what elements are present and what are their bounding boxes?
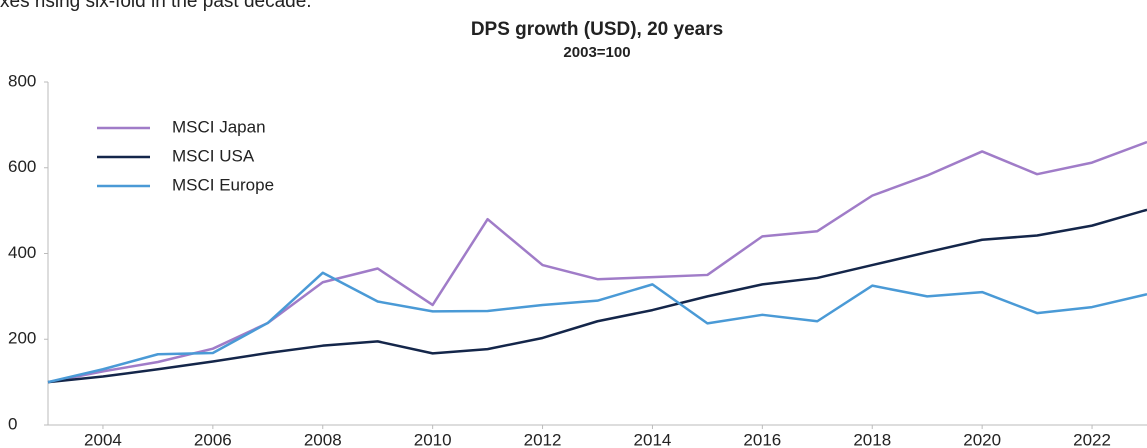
- x-tick-label: 2020: [963, 430, 1001, 448]
- y-tick-label: 200: [8, 329, 36, 348]
- y-tick-label: 0: [8, 414, 17, 433]
- series-line: [47, 271, 1147, 384]
- x-tick-label: 2010: [414, 430, 452, 448]
- series-line: [47, 208, 1147, 384]
- legend-label: MSCI USA: [172, 146, 255, 165]
- legend-label: MSCI Europe: [172, 175, 274, 194]
- chart-title: DPS growth (USD), 20 years: [471, 19, 723, 40]
- y-tick-label: 400: [8, 243, 36, 262]
- series-line: [47, 140, 1147, 384]
- x-tick-label: 2004: [84, 430, 122, 448]
- chart-subtitle: 2003=100: [563, 44, 630, 61]
- y-tick-label: 800: [8, 71, 36, 90]
- lead-text: xes rising six-fold in the past decade.: [0, 0, 312, 12]
- x-tick-label: 2022: [1073, 430, 1111, 448]
- x-tick-label: 2008: [304, 430, 342, 448]
- x-tick-label: 2016: [743, 430, 781, 448]
- y-tick-label: 600: [8, 157, 36, 176]
- x-tick-label: 2006: [194, 430, 232, 448]
- x-tick-label: 2012: [524, 430, 562, 448]
- x-tick-label: 2014: [634, 430, 672, 448]
- legend-label: MSCI Japan: [172, 117, 266, 136]
- x-tick-label: 2018: [853, 430, 891, 448]
